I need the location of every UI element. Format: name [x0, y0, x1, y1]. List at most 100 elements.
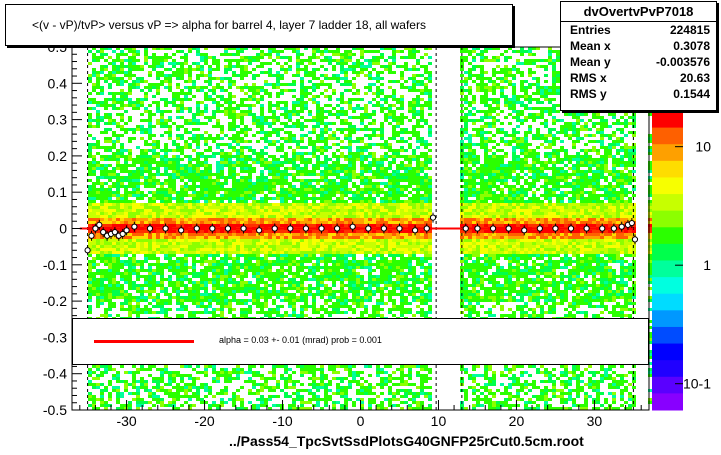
- heatmap-cell: [308, 293, 312, 296]
- heatmap-cell: [124, 128, 128, 131]
- heatmap-cell: [160, 284, 164, 287]
- heatmap-cell: [280, 233, 284, 236]
- heatmap-cell: [228, 299, 232, 302]
- heatmap-cell: [324, 50, 328, 53]
- heatmap-cell: [168, 131, 172, 134]
- heatmap-cell: [224, 278, 228, 281]
- heatmap-cell: [288, 56, 292, 59]
- heatmap-cell: [164, 164, 168, 167]
- heatmap-cell: [328, 146, 332, 149]
- heatmap-cell: [260, 164, 264, 167]
- heatmap-cell: [280, 209, 284, 212]
- heatmap-cell: [264, 176, 268, 179]
- heatmap-cell: [328, 56, 332, 59]
- heatmap-cell: [104, 251, 108, 254]
- heatmap-cell: [276, 224, 280, 227]
- heatmap-cell: [248, 215, 252, 218]
- heatmap-cell: [300, 92, 304, 95]
- heatmap-cell: [120, 146, 124, 149]
- heatmap-cell: [180, 137, 184, 140]
- heatmap-cell: [120, 98, 124, 101]
- heatmap-cell: [212, 230, 216, 233]
- heatmap-cell: [312, 146, 316, 149]
- heatmap-cell: [188, 179, 192, 182]
- heatmap-cell: [196, 77, 200, 80]
- heatmap-cell: [196, 170, 200, 173]
- heatmap-cell: [124, 224, 128, 227]
- heatmap-cell: [156, 107, 160, 110]
- heatmap-cell: [224, 164, 228, 167]
- heatmap-cell: [248, 290, 252, 293]
- heatmap-cell: [192, 290, 196, 293]
- heatmap-cell: [236, 188, 240, 191]
- heatmap-cell: [124, 191, 128, 194]
- heatmap-cell: [176, 158, 180, 161]
- heatmap-cell: [316, 140, 320, 143]
- heatmap-cell: [188, 281, 192, 284]
- heatmap-cell: [256, 53, 260, 56]
- heatmap-cell: [284, 83, 288, 86]
- heatmap-cell: [112, 143, 116, 146]
- heatmap-cell: [124, 260, 128, 263]
- heatmap-cell: [188, 398, 192, 401]
- heatmap-cell: [224, 290, 228, 293]
- heatmap-cell: [256, 59, 260, 62]
- heatmap-cell: [236, 131, 240, 134]
- heatmap-cell: [164, 251, 168, 254]
- heatmap-cell: [260, 185, 264, 188]
- heatmap-cell: [100, 404, 104, 407]
- heatmap-cell: [136, 287, 140, 290]
- heatmap-cell: [176, 128, 180, 131]
- heatmap-cell: [256, 266, 260, 269]
- heatmap-cell: [116, 212, 120, 215]
- heatmap-cell: [276, 119, 280, 122]
- heatmap-cell: [312, 68, 316, 71]
- heatmap-cell: [280, 182, 284, 185]
- heatmap-cell: [324, 374, 328, 377]
- heatmap-cell: [192, 200, 196, 203]
- heatmap-cell: [124, 383, 128, 386]
- heatmap-cell: [288, 119, 292, 122]
- heatmap-cell: [236, 155, 240, 158]
- heatmap-cell: [252, 287, 256, 290]
- heatmap-cell: [260, 218, 264, 221]
- heatmap-cell: [144, 311, 148, 314]
- heatmap-cell: [92, 218, 96, 221]
- heatmap-cell: [240, 371, 244, 374]
- heatmap-cell: [172, 287, 176, 290]
- heatmap-cell: [192, 314, 196, 317]
- heatmap-cell: [316, 197, 320, 200]
- heatmap-cell: [300, 128, 304, 131]
- heatmap-cell: [160, 272, 164, 275]
- heatmap-cell: [116, 260, 120, 263]
- heatmap-cell: [312, 119, 316, 122]
- heatmap-cell: [248, 368, 252, 371]
- heatmap-cell: [220, 194, 224, 197]
- heatmap-cell: [224, 239, 228, 242]
- heatmap-cell: [172, 371, 176, 374]
- heatmap-cell: [296, 251, 300, 254]
- heatmap-cell: [288, 251, 292, 254]
- heatmap-cell: [252, 404, 256, 407]
- heatmap-cell: [216, 152, 220, 155]
- heatmap-cell: [180, 65, 184, 68]
- heatmap-cell: [260, 149, 264, 152]
- heatmap-cell: [284, 233, 288, 236]
- heatmap-cell: [284, 239, 288, 242]
- heatmap-cell: [240, 191, 244, 194]
- heatmap-cell: [144, 308, 148, 311]
- heatmap-cell: [208, 251, 212, 254]
- heatmap-cell: [252, 92, 256, 95]
- heatmap-cell: [184, 224, 188, 227]
- heatmap-cell: [212, 308, 216, 311]
- heatmap-cell: [284, 290, 288, 293]
- heatmap-cell: [296, 389, 300, 392]
- heatmap-cell: [100, 221, 104, 224]
- heatmap-cell: [220, 155, 224, 158]
- heatmap-cell: [112, 386, 116, 389]
- heatmap-cell: [288, 221, 292, 224]
- heatmap-cell: [96, 296, 100, 299]
- heatmap-cell: [248, 248, 252, 251]
- heatmap-cell: [108, 218, 112, 221]
- heatmap-cell: [140, 290, 144, 293]
